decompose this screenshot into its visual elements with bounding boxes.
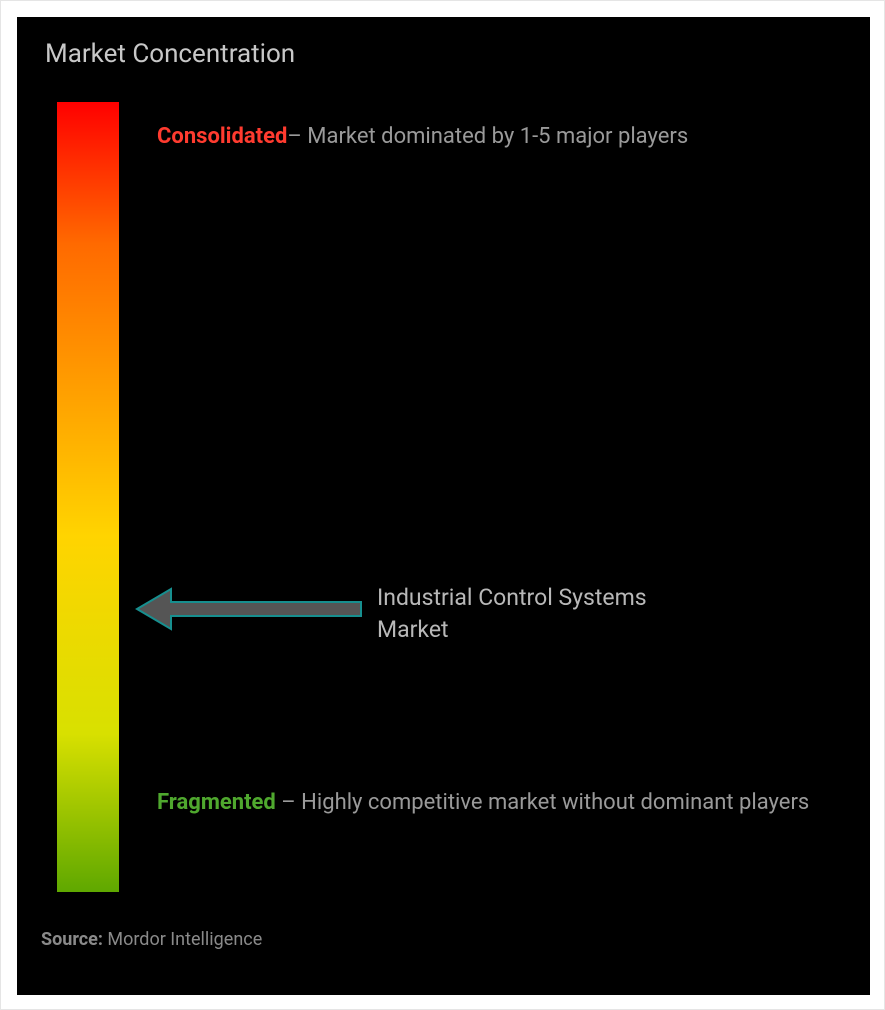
consolidated-desc-text: – Market dominated by 1-5 major players <box>287 124 688 149</box>
consolidated-label: Consolidated <box>157 124 287 149</box>
chart-inner: Market Concentration Consolidated– Marke… <box>17 17 870 995</box>
chart-container: Market Concentration Consolidated– Marke… <box>0 0 885 1010</box>
source-label: Source: <box>41 929 103 950</box>
position-arrow <box>135 587 363 631</box>
fragmented-label: Fragmented <box>157 790 276 815</box>
concentration-gradient-bar <box>57 102 119 892</box>
market-name-label: Industrial Control Systems Market <box>377 582 797 646</box>
consolidated-description: Consolidated– Market dominated by 1-5 ma… <box>157 113 797 161</box>
market-name-line2: Market <box>377 616 449 643</box>
fragmented-desc-text: – Highly competitive market without domi… <box>276 790 809 815</box>
source-text: Mordor Intelligence <box>103 929 262 950</box>
arrow-icon <box>135 587 363 631</box>
source-attribution: Source: Mordor Intelligence <box>41 929 262 950</box>
fragmented-description: Fragmented – Highly competitive market w… <box>157 779 817 827</box>
market-name-line1: Industrial Control Systems <box>377 584 647 611</box>
chart-title: Market Concentration <box>45 39 295 69</box>
